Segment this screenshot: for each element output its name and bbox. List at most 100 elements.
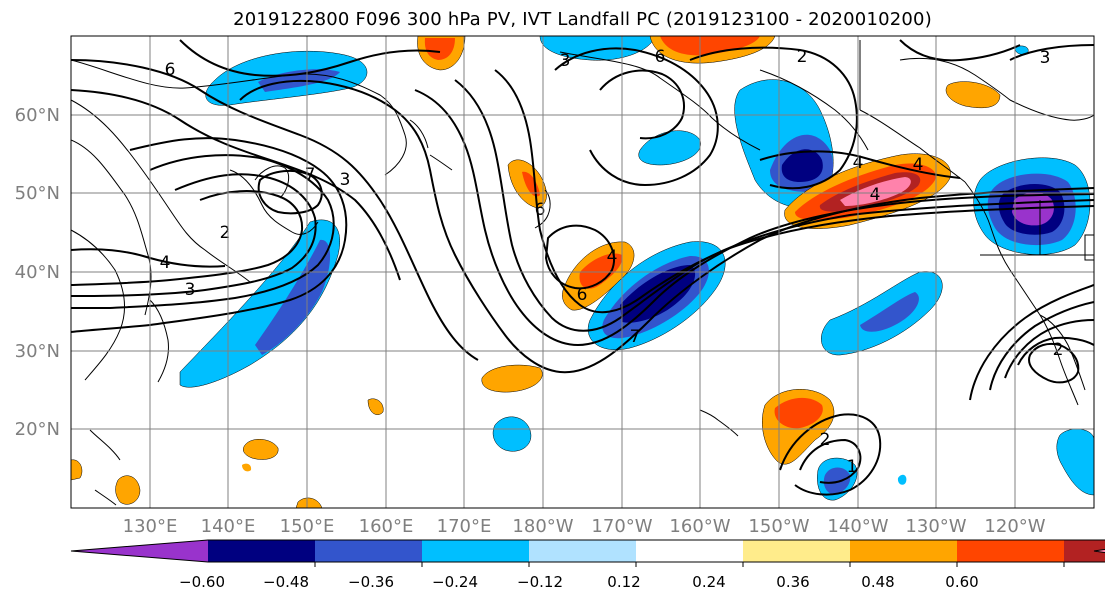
colorbar-ticks <box>314 562 1065 567</box>
contour-label: 3 <box>340 170 351 190</box>
map-title: 2019122800 F096 300 hPa PV, IVT Landfall… <box>233 9 932 30</box>
contour-label: 6 <box>165 60 176 80</box>
positive-anomaly-area <box>295 497 323 508</box>
lat-label: 30°N <box>15 341 60 362</box>
positive-anomaly-area <box>481 364 543 393</box>
colorbar-tick-label: −0.36 <box>348 573 394 591</box>
lon-label: 150°W <box>748 516 809 537</box>
graticule <box>71 36 1094 508</box>
negative-anomaly-area <box>823 467 851 495</box>
contour-label: 3 <box>560 51 571 71</box>
contour-label: 4 <box>607 247 618 267</box>
positive-anomaly-area <box>579 253 623 289</box>
pv-contour-line <box>494 69 1094 314</box>
contour-label: 1 <box>847 457 858 477</box>
lat-label: 50°N <box>15 183 60 204</box>
colorbar-segment <box>957 540 1065 562</box>
colorbar-tick-label: 0.60 <box>945 573 978 591</box>
contour-label: 2 <box>220 223 231 243</box>
colorbar-tick-label: 0.48 <box>861 573 894 591</box>
contour-label: 2 <box>797 47 808 67</box>
lon-label: 140°E <box>201 516 256 537</box>
map-frame <box>70 35 1095 509</box>
lon-label: 130°E <box>123 516 178 537</box>
positive-anomaly-area <box>71 459 83 481</box>
coastline <box>71 229 125 381</box>
contour-label: 3 <box>185 280 196 300</box>
negative-anomaly-area <box>860 292 919 332</box>
longitude-labels: 130°E 140°E 150°E 160°E 170°E 180°W 170°… <box>123 516 1046 537</box>
positive-anomaly-area <box>243 439 279 460</box>
pv-contour-line <box>1017 336 1094 366</box>
pv-contour-line <box>71 248 226 268</box>
pv-contour-labels: 6 2 3 7 3 4 3 6 4 6 7 2 4 4 4 6 2 2 1 3 <box>160 47 1064 477</box>
coastline <box>71 139 152 316</box>
positive-anomaly-area <box>424 38 455 60</box>
pv-contour-line <box>179 39 441 77</box>
pv-contour-line <box>969 284 1094 401</box>
pv-contour-line <box>257 169 323 215</box>
positive-anomaly-area <box>115 475 141 505</box>
coastline <box>71 99 251 283</box>
pv-contour-line <box>899 39 1021 62</box>
colorbar-segment <box>850 540 958 562</box>
negative-anomaly-area <box>179 219 340 388</box>
coastline <box>1084 234 1094 261</box>
coastline <box>759 69 869 151</box>
negative-anomaly-area <box>255 239 331 355</box>
lon-label: 120°W <box>984 516 1045 537</box>
coastline <box>1039 314 1086 391</box>
contour-label: 4 <box>160 253 171 273</box>
lon-label: 160°W <box>669 516 730 537</box>
coastline <box>899 57 1094 121</box>
pv-contour-line <box>1028 342 1080 384</box>
contour-label: 7 <box>305 165 316 185</box>
pv-contour-line <box>799 438 862 484</box>
contour-label: 4 <box>913 155 924 175</box>
colorbar-segments <box>70 539 1105 563</box>
pv-contour-line <box>71 154 335 310</box>
contour-label: 6 <box>655 47 666 67</box>
colorbar-tick-label: −0.48 <box>263 573 309 591</box>
pv-contour-line <box>689 46 858 190</box>
negative-anomaly-area <box>492 416 532 452</box>
colorbar-segment <box>529 540 637 562</box>
lon-label: 170°W <box>591 516 652 537</box>
colorbar-tick-label: −0.24 <box>432 573 478 591</box>
negative-anomaly-area <box>1056 428 1094 496</box>
contour-label: 6 <box>535 200 546 220</box>
pv-contour-line <box>989 301 1094 391</box>
coastline <box>254 165 290 199</box>
lat-label: 60°N <box>15 105 60 126</box>
lon-label: 160°E <box>359 516 414 537</box>
latitude-labels: 60°N 50°N 40°N 30°N 20°N <box>15 105 60 440</box>
lon-label: 150°E <box>280 516 335 537</box>
coastline <box>699 409 739 437</box>
colorbar-segment <box>315 540 423 562</box>
colorbar-segment <box>208 540 316 562</box>
pv-contour-line <box>544 224 615 290</box>
contour-label: 2 <box>1053 340 1064 360</box>
colorbar-tick-label: 0.36 <box>776 573 809 591</box>
lat-label: 20°N <box>15 419 60 440</box>
pv-contour-line <box>759 150 961 179</box>
pv-contour-line <box>1004 319 1094 379</box>
lon-label: 170°E <box>437 516 492 537</box>
colorbar-tick-label: 0.24 <box>692 573 725 591</box>
lat-label: 40°N <box>15 262 60 283</box>
contour-label: 2 <box>820 430 831 450</box>
pv-contour-line <box>71 137 348 333</box>
coastline <box>964 181 1079 406</box>
positive-anomaly-area <box>774 397 823 429</box>
pv-contour-line <box>71 173 317 297</box>
colorbar-outline <box>70 539 1105 563</box>
colorbar-segment <box>422 540 530 562</box>
contour-label: 3 <box>1040 48 1051 68</box>
positive-anomaly-area <box>242 463 252 472</box>
coastline <box>89 429 121 506</box>
lon-label: 140°W <box>827 516 888 537</box>
negative-anomaly-area <box>638 130 701 166</box>
lon-label: 180°W <box>512 516 573 537</box>
coastline <box>409 119 453 171</box>
colorbar-segment <box>743 540 851 562</box>
